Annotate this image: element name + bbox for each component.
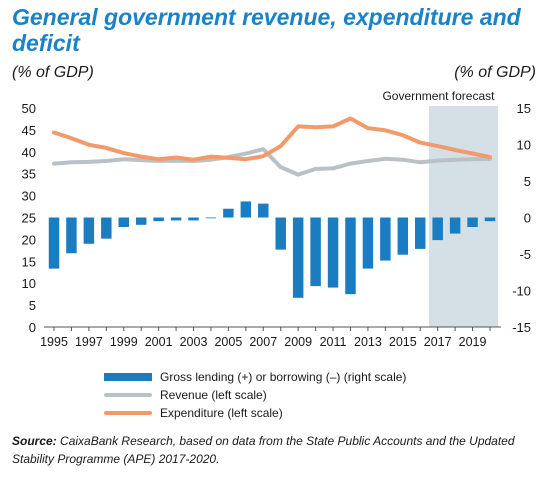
x-tick-label: 2005	[214, 335, 242, 349]
right-tick-label: -10	[512, 284, 531, 299]
right-tick-label: -15	[512, 320, 531, 335]
source-note: Source: CaixaBank Research, based on dat…	[12, 432, 542, 468]
right-axis-unit: (% of GDP)	[454, 64, 536, 81]
bar	[345, 217, 356, 295]
bar	[397, 217, 409, 255]
forecast-label: Government forecast	[382, 89, 495, 103]
x-tick-label: 2019	[459, 335, 487, 349]
left-tick-label: 35	[22, 167, 36, 182]
bar	[205, 217, 217, 219]
x-tick-label: 1997	[75, 335, 103, 349]
revenue-line	[52, 147, 492, 177]
left-tick-label: 50	[22, 101, 36, 116]
legend-item-expenditure: Expenditure (left scale)	[104, 404, 406, 422]
bar	[362, 217, 374, 269]
left-axis-unit: (% of GDP)	[12, 64, 94, 81]
expenditure-line	[52, 116, 492, 162]
bar	[223, 208, 234, 218]
left-tick-label: 15	[22, 254, 36, 269]
chart-plot: Government forecast05101520253035404550-…	[22, 89, 531, 349]
bar	[240, 201, 252, 218]
bar	[380, 217, 391, 261]
bar	[327, 217, 339, 288]
bar	[310, 217, 321, 287]
bar	[118, 217, 129, 227]
bar	[48, 217, 60, 269]
legend-swatch-revenue	[104, 393, 152, 397]
legend-item-revenue: Revenue (left scale)	[104, 386, 406, 404]
bar	[415, 217, 426, 249]
bar	[170, 217, 182, 221]
bar	[292, 217, 304, 298]
right-tick-label: 5	[524, 174, 531, 189]
x-tick-label: 2015	[389, 335, 417, 349]
x-tick-label: 2011	[320, 335, 347, 349]
bar	[66, 217, 77, 254]
bar	[275, 217, 286, 250]
x-tick-label: 1995	[40, 335, 68, 349]
bar	[188, 217, 199, 221]
right-tick-label: 15	[517, 101, 531, 116]
x-tick-label: 2013	[354, 335, 382, 349]
x-tick-label: 2017	[424, 335, 452, 349]
legend-swatch-bars	[104, 373, 152, 381]
bar	[484, 217, 496, 222]
source-text: CaixaBank Research, based on data from t…	[12, 434, 515, 466]
x-tick-label: 1999	[110, 335, 138, 349]
right-tick-label: 10	[517, 138, 531, 153]
right-tick-label: 0	[524, 211, 531, 226]
bar	[467, 217, 478, 227]
left-tick-label: 45	[22, 123, 36, 138]
legend-swatch-expenditure	[104, 411, 152, 415]
left-tick-label: 30	[22, 189, 36, 204]
x-tick-label: 2003	[180, 335, 208, 349]
chart-title: General government revenue, expenditure …	[12, 4, 521, 56]
left-tick-label: 40	[22, 145, 36, 160]
bar	[432, 217, 443, 241]
left-tick-label: 25	[22, 211, 36, 226]
legend: Gross lending (+) or borrowing (–) (righ…	[104, 368, 406, 422]
bar	[449, 217, 461, 234]
left-tick-label: 0	[29, 320, 36, 335]
bar	[153, 217, 164, 222]
x-tick-label: 2001	[145, 335, 173, 349]
left-tick-label: 20	[22, 232, 36, 247]
left-tick-label: 10	[22, 276, 36, 291]
x-tick-label: 2009	[284, 335, 312, 349]
bar	[83, 217, 95, 244]
bar	[135, 217, 147, 225]
right-tick-label: -5	[519, 247, 531, 262]
legend-label-bars: Gross lending (+) or borrowing (–) (righ…	[160, 370, 407, 384]
legend-item-bars: Gross lending (+) or borrowing (–) (righ…	[104, 368, 406, 386]
left-tick-label: 5	[29, 298, 36, 313]
bar	[101, 217, 112, 239]
source-prefix: Source:	[12, 434, 57, 448]
legend-label-revenue: Revenue (left scale)	[160, 388, 267, 402]
legend-label-expenditure: Expenditure (left scale)	[160, 406, 283, 420]
forecast-shade	[428, 106, 498, 327]
x-tick-label: 2007	[249, 335, 277, 349]
bar	[258, 203, 269, 218]
